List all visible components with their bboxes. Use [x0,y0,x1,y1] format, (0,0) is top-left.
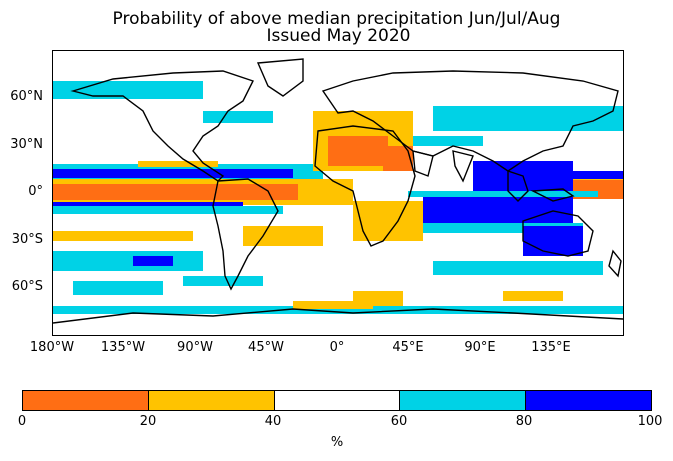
lat-label-0: 0° [28,184,43,199]
world-map [52,50,624,336]
continent-outlines [53,58,623,324]
lon-label-135w: 135°W [100,340,146,355]
colorbar-tick-80: 80 [515,414,533,429]
lat-label-30n: 30°N [10,137,43,152]
map-title: Probability of above median precipitatio… [112,9,561,29]
colorbar-segment-80-100 [526,391,651,410]
lon-label-90w: 90°W [177,340,213,355]
colorbar-tick-100: 100 [637,414,663,429]
colorbar-segment-40-60 [274,391,401,410]
lon-label-135e: 135°E [531,340,571,355]
colorbar-segment-20-40 [148,391,275,410]
colorbar [22,390,652,411]
colorbar-segment-0-20 [23,391,149,410]
lat-label-60n: 60°N [10,89,43,104]
lon-label-45w: 45°W [248,340,284,355]
colorbar-segment-60-80 [400,391,527,410]
lon-label-90e: 90°E [464,340,496,355]
precipitation-field [53,81,623,314]
colorbar-unit-label: % [330,435,344,450]
colorbar-tick-60: 60 [390,414,408,429]
lat-label-60s: 60°S [11,279,43,294]
lon-label-180w: 180°W [29,340,75,355]
colorbar-tick-0: 0 [17,414,27,429]
colorbar-tick-40: 40 [264,414,282,429]
map-subtitle: Issued May 2020 [266,26,411,46]
lon-label-45e: 45°E [392,340,424,355]
colorbar-tick-20: 20 [139,414,157,429]
lat-label-30s: 30°S [11,232,43,247]
lon-label-0: 0° [329,340,345,355]
